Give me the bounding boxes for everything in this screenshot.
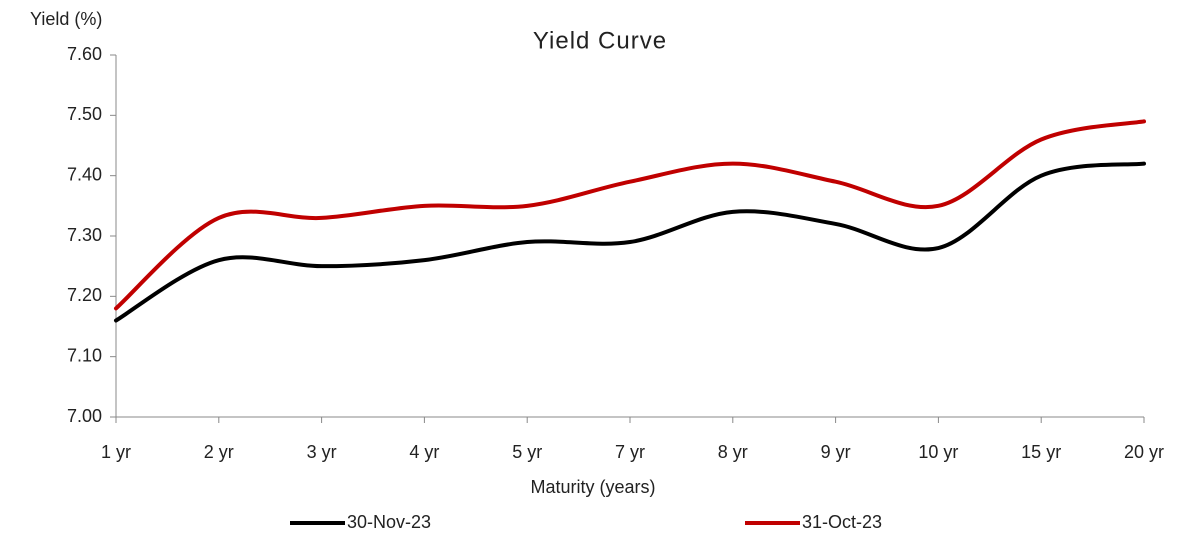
x-tick-label: 15 yr bbox=[1021, 442, 1061, 462]
x-tick-label: 5 yr bbox=[512, 442, 542, 462]
legend-label: 30-Nov-23 bbox=[347, 512, 431, 532]
series-line bbox=[114, 119, 1146, 311]
x-axis-label: Maturity (years) bbox=[530, 477, 655, 497]
x-tick-label: 1 yr bbox=[101, 442, 131, 462]
y-tick-label: 7.20 bbox=[67, 285, 102, 305]
y-tick-label: 7.30 bbox=[67, 225, 102, 245]
y-tick-label: 7.40 bbox=[67, 164, 102, 184]
x-tick-label: 3 yr bbox=[307, 442, 337, 462]
x-tick-label: 4 yr bbox=[409, 442, 439, 462]
y-tick-label: 7.10 bbox=[67, 345, 102, 365]
y-tick-label: 7.50 bbox=[67, 104, 102, 124]
x-tick-label: 7 yr bbox=[615, 442, 645, 462]
x-tick-label: 2 yr bbox=[204, 442, 234, 462]
x-tick-label: 9 yr bbox=[821, 442, 851, 462]
y-tick-label: 7.60 bbox=[67, 44, 102, 64]
legend-label: 31-Oct-23 bbox=[802, 512, 882, 532]
x-tick-label: 8 yr bbox=[718, 442, 748, 462]
x-tick-label: 10 yr bbox=[918, 442, 958, 462]
y-axis-label: Yield (%) bbox=[30, 9, 102, 29]
chart-title: Yield Curve bbox=[533, 27, 667, 54]
x-tick-label: 20 yr bbox=[1124, 442, 1164, 462]
series-line bbox=[114, 161, 1146, 323]
y-tick-label: 7.00 bbox=[67, 406, 102, 426]
